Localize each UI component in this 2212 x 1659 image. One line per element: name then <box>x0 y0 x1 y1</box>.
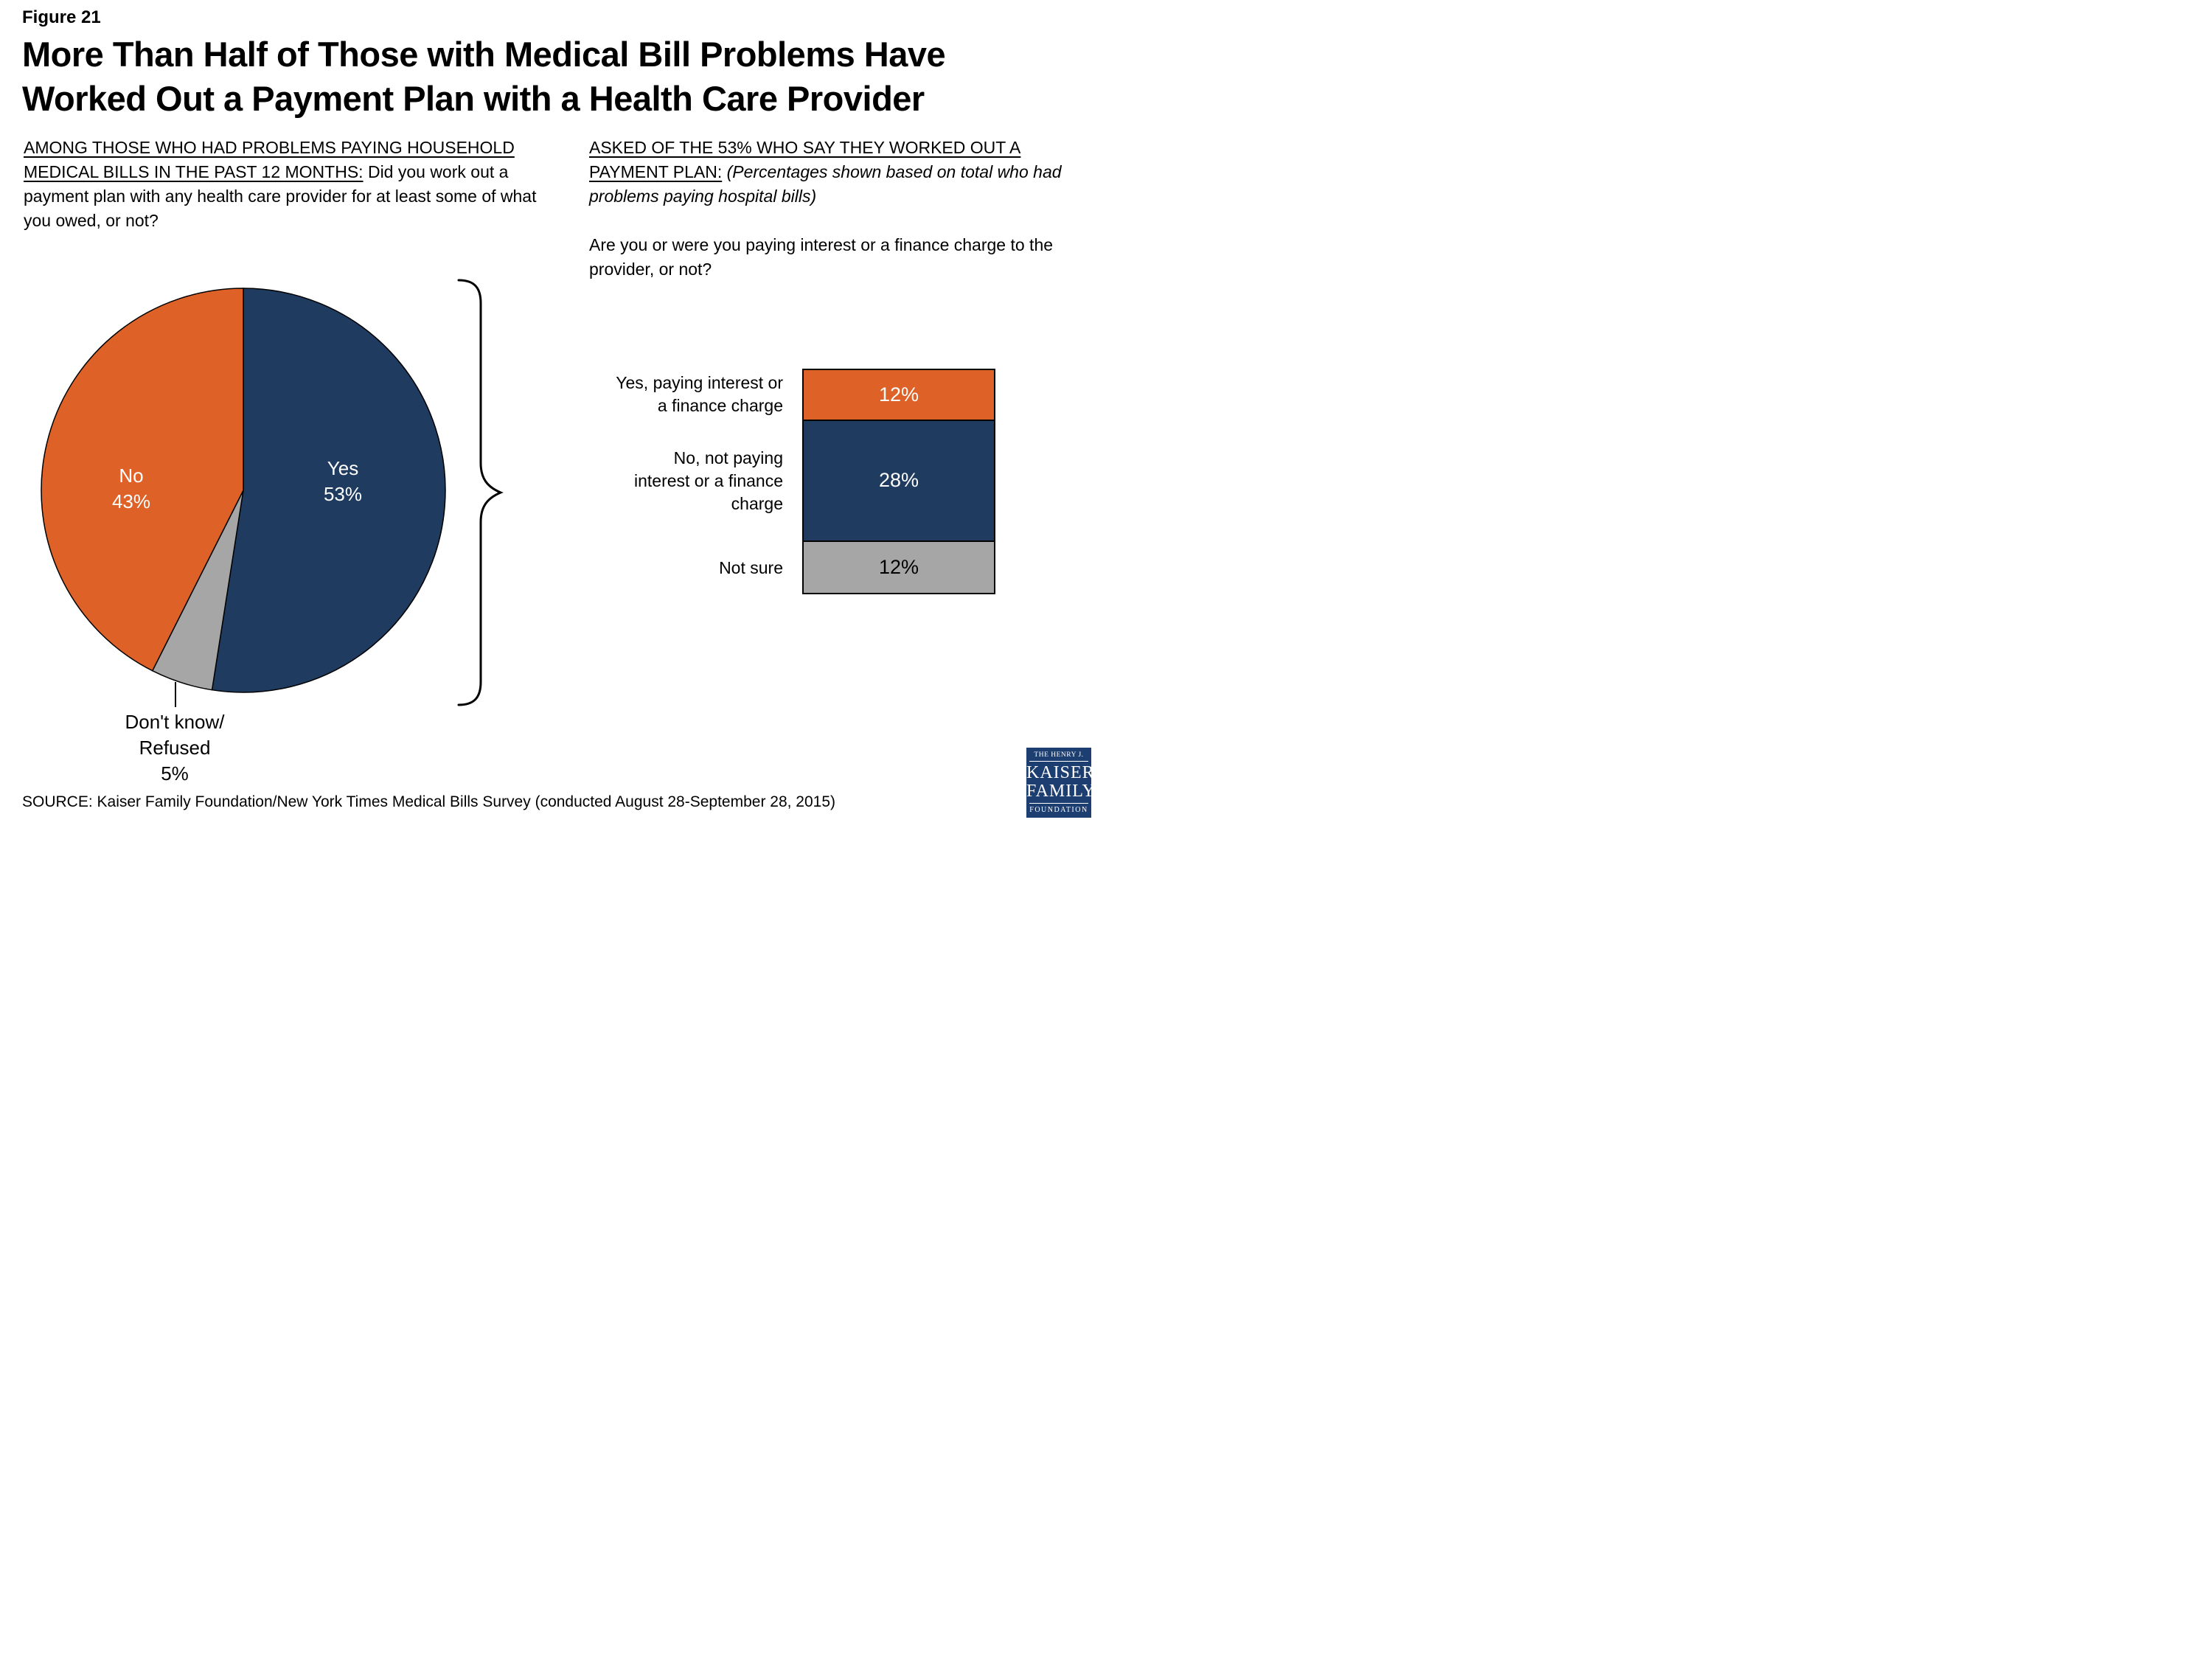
bar-value-label: 12% <box>878 556 919 579</box>
bar-value-label: 12% <box>878 383 919 406</box>
bar-row: No, not paying interest or a finance cha… <box>581 419 995 543</box>
bar-row: Not sure 12% <box>581 540 995 594</box>
kff-logo-top: THE HENRY J. <box>1029 751 1088 762</box>
pie-label-dont-know: Don't know/ Refused 5% <box>125 711 225 785</box>
pie-label-no-value: 43% <box>111 490 151 512</box>
bar-segment-navy: 28% <box>802 419 995 543</box>
left-question: AMONG THOSE WHO HAD PROBLEMS PAYING HOUS… <box>24 136 550 233</box>
pie-label-no-text: No <box>119 465 144 487</box>
page-title: More Than Half of Those with Medical Bil… <box>22 32 946 121</box>
kff-logo-family: FAMILY <box>1026 782 1096 801</box>
slide: Figure 21 More Than Half of Those with M… <box>0 0 1106 830</box>
pie-leader-line <box>175 682 176 707</box>
pie-chart-svg <box>41 288 446 693</box>
bar-category-label: No, not paying interest or a finance cha… <box>633 448 783 514</box>
right-question-heading: ASKED OF THE 53% WHO SAY THEY WORKED OUT… <box>589 138 1021 181</box>
stacked-bar-chart: Yes, paying interest or a finance charge… <box>581 369 995 594</box>
right-question-note: (Percentages shown based on total who ha… <box>589 162 1062 206</box>
pie-label-yes-text: Yes <box>327 457 359 479</box>
bar-row: Yes, paying interest or a finance charge… <box>581 369 995 421</box>
bar-value-label: 28% <box>878 469 919 492</box>
bar-category-label: Not sure <box>719 558 783 578</box>
kff-logo: THE HENRY J. KAISER FAMILY FOUNDATION <box>1026 748 1096 818</box>
right-question-text: Are you or were you paying interest or a… <box>589 235 1054 279</box>
kff-logo-main: KAISER FAMILY <box>1026 763 1096 801</box>
kff-logo-bottom: FOUNDATION <box>1029 803 1088 814</box>
stacked-bar-rows: Yes, paying interest or a finance charge… <box>581 369 995 594</box>
pie-label-yes: Yes 53% <box>299 456 387 507</box>
page-title-line2: Worked Out a Payment Plan with a Health … <box>22 79 925 118</box>
figure-label: Figure 21 <box>22 7 101 27</box>
page-title-line1: More Than Half of Those with Medical Bil… <box>22 35 946 74</box>
bar-category-label: Yes, paying interest or a finance charge <box>616 373 783 416</box>
pie-label-yes-value: 53% <box>323 483 363 505</box>
pie-slice-no <box>41 288 244 672</box>
pie-slice-yes <box>211 288 446 693</box>
right-question: ASKED OF THE 53% WHO SAY THEY WORKED OUT… <box>589 136 1077 282</box>
pie-chart <box>38 285 448 695</box>
curly-brace <box>457 279 504 706</box>
left-question-heading: AMONG THOSE WHO HAD PROBLEMS PAYING HOUS… <box>24 138 515 181</box>
bar-segment-orange: 12% <box>802 369 995 421</box>
source-note: SOURCE: Kaiser Family Foundation/New Yor… <box>22 793 836 810</box>
left-question-body: Did you work out a payment plan with any… <box>24 162 537 230</box>
pie-label-no: No 43% <box>87 463 175 515</box>
kff-logo-kaiser: KAISER <box>1026 763 1095 782</box>
bar-segment-gray: 12% <box>802 540 995 594</box>
right-question-intro: ASKED OF THE 53% WHO SAY THEY WORKED OUT… <box>589 136 1077 209</box>
